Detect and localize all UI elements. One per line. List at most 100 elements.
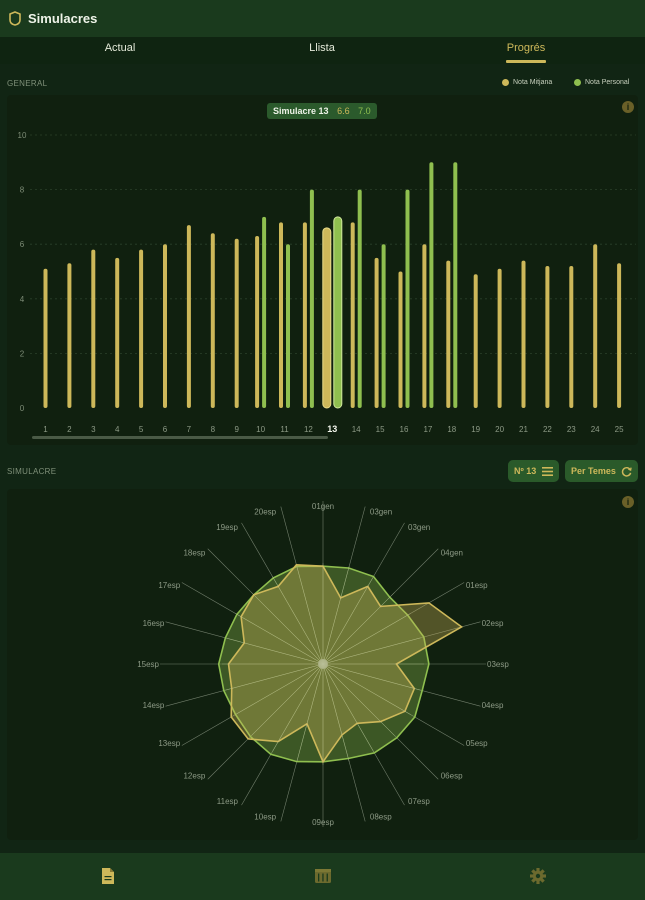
y-tick-label: 8 [20, 186, 25, 195]
app-title: Simulacres [28, 11, 98, 26]
tab-actual[interactable]: Actual [104, 42, 136, 54]
bar-mitjana [350, 222, 355, 408]
bar-mitjana [593, 244, 598, 408]
bar-mitjana [234, 238, 239, 408]
radar-spoke-inner [272, 576, 324, 665]
bar-mitjana [139, 249, 144, 408]
bar-mitjana [67, 263, 72, 408]
bar-mitjana [43, 268, 48, 408]
app-logo-icon [9, 11, 21, 26]
y-tick-label: 0 [20, 404, 25, 413]
radar-axis-label: 03gen [408, 523, 430, 532]
radar-axis-label: 08esp [370, 813, 392, 822]
bar-personal [262, 216, 267, 408]
tab-active-indicator [506, 60, 546, 63]
x-tick-label: 24 [591, 425, 600, 434]
y-tick-label: 2 [20, 349, 25, 358]
bar-mitjana [279, 222, 283, 408]
general-section-label: GENERAL [7, 79, 48, 88]
x-tick-label: 16 [400, 425, 409, 434]
bar-mitjana [210, 233, 215, 408]
radar-axis-label: 06esp [441, 772, 463, 781]
radar-spoke-inner [225, 663, 324, 691]
bar-personal [429, 162, 434, 408]
radar-axis-label: 12esp [183, 772, 205, 781]
radar-spoke-inner [322, 663, 421, 691]
x-tick-label: 3 [91, 425, 96, 434]
bar-mitjana [163, 244, 167, 408]
simulacre-selector-label: Nº 13 [514, 466, 537, 476]
x-tick-label: 19 [471, 425, 480, 434]
radar-axis-label: 02esp [482, 619, 504, 628]
x-tick-label: 21 [519, 425, 528, 434]
x-tick-label: 25 [615, 425, 624, 434]
radar-chart[interactable]: 01gen 03gen 03gen 04gen 01esp 02esp 03esp 04esp… [0, 0, 645, 850]
tab-progres[interactable]: Progrés [506, 42, 546, 54]
radar-axis-label: 17esp [158, 581, 180, 590]
radar-spoke-inner [322, 592, 395, 665]
bar-mitjana [422, 244, 427, 408]
bar-mitjana [115, 257, 120, 408]
simulacre-info-icon[interactable]: i [622, 496, 634, 508]
bar-mitjana [446, 260, 451, 408]
x-tick-label: 14 [352, 425, 361, 434]
bar-personal [453, 162, 458, 408]
tab-llista[interactable]: Llista [309, 42, 335, 54]
general-info-icon[interactable]: i [622, 101, 634, 113]
bar-mitjana [374, 257, 379, 408]
legend-mitjana: Nota Mitjana [502, 79, 552, 86]
radar-axis-label: 11esp [217, 797, 239, 806]
x-tick-label: 9 [234, 425, 239, 434]
mode-toggle-button[interactable]: Per Temes [565, 460, 639, 482]
y-tick-label: 4 [20, 295, 25, 304]
radar-spoke-inner [235, 663, 324, 715]
bar-mitjana [545, 266, 550, 408]
x-tick-label: 20 [495, 425, 504, 434]
radar-spoke-inner [322, 663, 395, 736]
radar-axis-label: 19esp [216, 523, 238, 532]
radar-axis-label: 03gen [370, 507, 392, 516]
bar-mitjana [617, 263, 622, 408]
radar-axis-label: 05esp [466, 739, 488, 748]
y-tick-label: 6 [20, 240, 25, 249]
document-icon[interactable] [99, 867, 117, 885]
radar-axis-label: 03esp [487, 660, 509, 669]
bottom-navigation [0, 853, 645, 900]
x-tick-label: 4 [115, 425, 120, 434]
calendar-grid-icon[interactable] [314, 867, 332, 885]
x-tick-label: 12 [304, 425, 313, 434]
app-bar: Simulacres [0, 0, 645, 37]
x-tick-label: 23 [567, 425, 576, 434]
radar-axis-label: 18esp [183, 548, 205, 557]
legend-personal: Nota Personal [574, 79, 629, 86]
radar-axis-label: 04esp [482, 701, 504, 710]
bar-mitjana [255, 236, 260, 408]
tooltip-personal: 7.0 [358, 106, 371, 116]
bar-personal [381, 244, 386, 408]
bar-mitjana [322, 227, 332, 409]
bar-mitjana [91, 249, 96, 408]
radar-center [318, 659, 328, 669]
bar-mitjana [186, 225, 191, 408]
x-tick-label: 15 [376, 425, 385, 434]
radar-axis-label: 04gen [441, 548, 463, 557]
x-tick-label: 10 [256, 425, 265, 434]
bar-personal [309, 189, 314, 408]
radar-spoke-inner [235, 613, 324, 665]
bar-mitjana [302, 222, 307, 408]
x-tick-label: 17 [423, 425, 432, 434]
mode-toggle-label: Per Temes [571, 466, 616, 476]
radar-axis-label: 09esp [312, 818, 334, 827]
radar-spoke-inner [296, 663, 324, 762]
radar-spoke-inner [322, 663, 411, 715]
radar-spoke-inner [251, 663, 324, 736]
bar-mitjana [521, 260, 526, 408]
legend-dot-mitjana [502, 79, 509, 86]
x-tick-label: 2 [67, 425, 72, 434]
radar-axis-label: 10esp [254, 813, 276, 822]
gear-icon[interactable] [529, 867, 547, 885]
radar-axis-label: 01gen [312, 502, 334, 511]
radar-spoke-inner [322, 576, 374, 665]
simulacre-selector-button[interactable]: Nº 13 [508, 460, 559, 482]
